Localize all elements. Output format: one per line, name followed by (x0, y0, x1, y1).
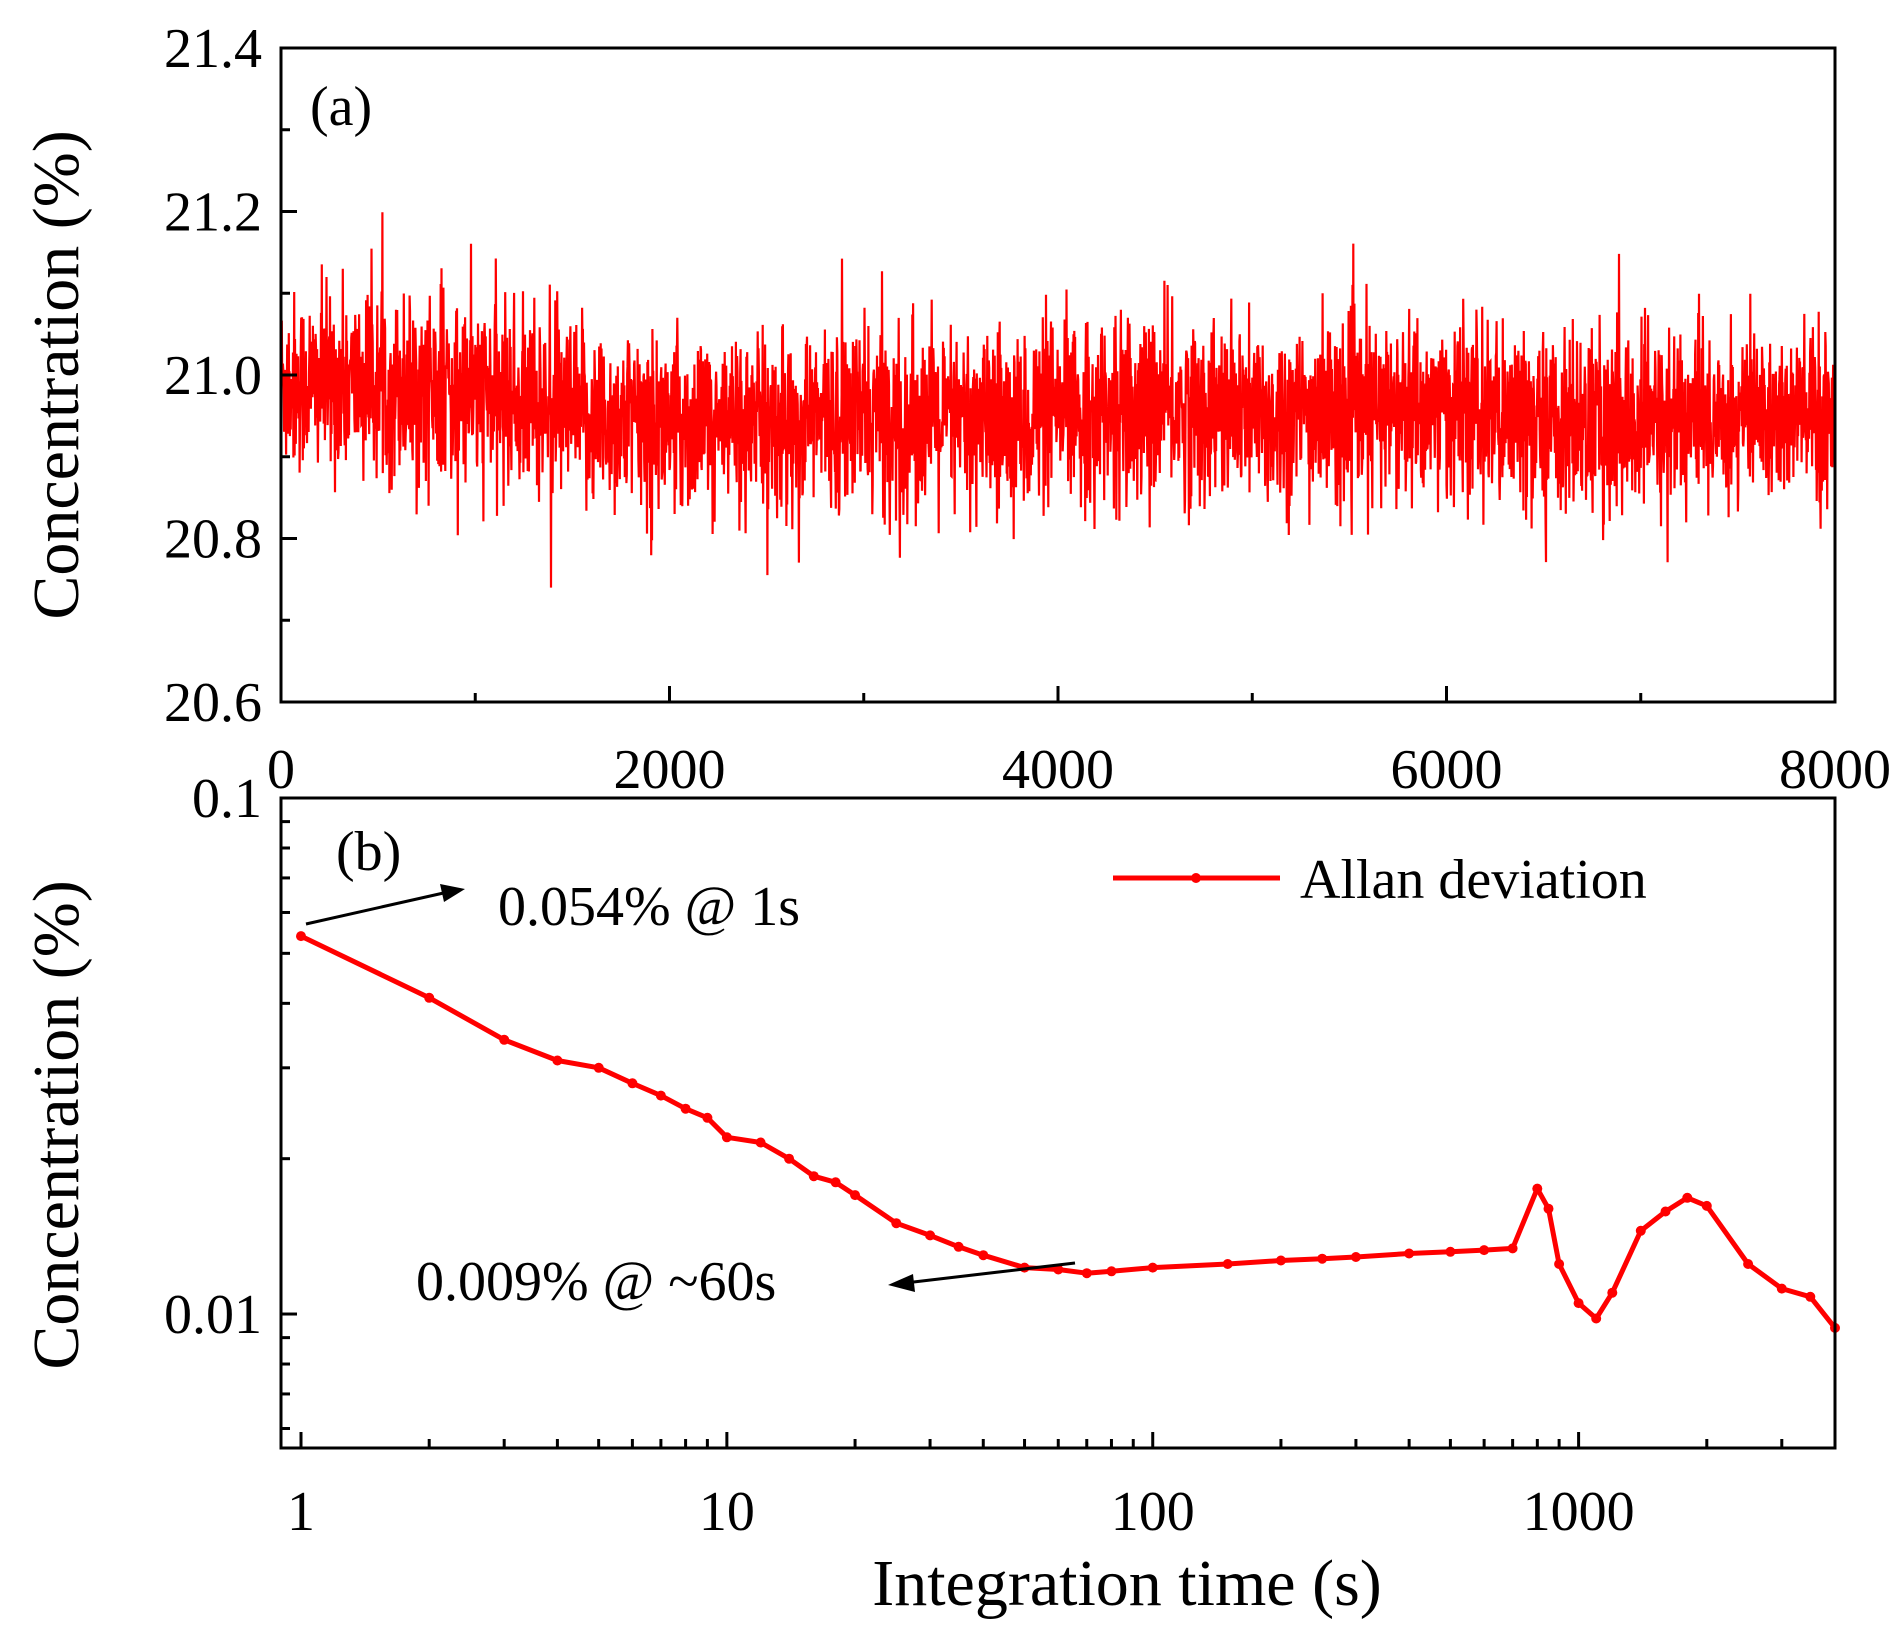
panel-b-y-tick-label: 0.1 (192, 768, 262, 830)
panel-b-allan-deviation-point (850, 1190, 861, 1201)
panel-b-allan-deviation-point (1660, 1206, 1671, 1217)
panel-b-allan-deviation-point (755, 1137, 766, 1148)
panel-b-label: (b) (336, 821, 401, 883)
panel-b-allan-deviation-point (1053, 1264, 1064, 1275)
legend-marker-icon (1191, 873, 1201, 883)
panel-b-allan-deviation-point (655, 1090, 666, 1101)
panel-b-ticks: 1 10 100 1000 0.01 0.1 (164, 768, 1837, 1543)
panel-b-x-tick-label: 10 (699, 1481, 755, 1543)
annotation-60s-text: 0.009% @ ~60s (416, 1251, 776, 1313)
panel-b-x-tick-label: 1000 (1523, 1481, 1635, 1543)
panel-b-allan-deviation-point (593, 1062, 604, 1073)
panel-a-y-axis-title: Concentration (%) (20, 130, 93, 619)
panel-b-allan-deviation-point (1543, 1203, 1554, 1214)
panel-a-concentration-line (279, 212, 1837, 588)
panel-b-allan-deviation-point (1147, 1262, 1158, 1273)
panel-b-allan-deviation-point (721, 1132, 732, 1143)
panel-a-label: (a) (310, 76, 372, 138)
panel-a-x-tick-label: 0 (267, 739, 295, 801)
panel-b-allan-deviation-point (1275, 1255, 1286, 1266)
annotation-1s-text: 0.054% @ 1s (498, 876, 800, 938)
panel-b-allan-deviation-point (808, 1171, 819, 1182)
panel-b-allan-deviation-point (1682, 1192, 1693, 1203)
panel-b-allan-deviation-point (1554, 1259, 1565, 1269)
panel-a-y-tick-label: 20.8 (164, 509, 262, 571)
annotation-60s: 0.009% @ ~60s (416, 1251, 1076, 1313)
panel-a-chart: 0 2000 4000 6000 8000 20.6 20.8 21.0 21.2 21.4 (a… (20, 18, 1891, 801)
panel-b-allan-deviation-point (978, 1250, 989, 1261)
panel-a-x-tick-label: 6000 (1391, 739, 1503, 801)
panel-b-allan-deviation-point (1635, 1225, 1646, 1236)
panel-b-allan-deviation-point (1404, 1248, 1415, 1259)
annotation-60s-arrow-head-icon (888, 1274, 915, 1292)
panel-b-allan-deviation-point (1607, 1287, 1618, 1298)
panel-b-allan-deviation-point (1507, 1243, 1518, 1254)
panel-b-allan-deviation-point (1479, 1245, 1490, 1256)
panel-b-allan-deviation-point (1743, 1259, 1754, 1269)
panel-b-allan-deviation-point (552, 1055, 563, 1066)
panel-b-allan-deviation-point (424, 992, 435, 1003)
panel-b-allan-deviation-point (953, 1241, 964, 1252)
panel-b-allan-deviation-point (1106, 1266, 1117, 1277)
annotation-1s-arrow-head-icon (440, 884, 465, 902)
panel-a-y-tick-label: 20.6 (164, 672, 262, 734)
panel-b-allan-deviation-line (299, 933, 1837, 1330)
panel-b-allan-deviation-point (784, 1153, 795, 1164)
panel-a-y-tick-label: 21.0 (164, 345, 262, 407)
panel-a-x-tick-label: 8000 (1779, 739, 1891, 801)
panel-b-allan-deviation-point (1591, 1313, 1602, 1324)
panel-a-x-tick-label: 2000 (614, 739, 726, 801)
annotation-1s-arrow-line (305, 890, 449, 926)
panel-b-allan-deviation-point (1317, 1253, 1328, 1264)
panel-a-ticks: 0 2000 4000 6000 8000 20.6 20.8 21.0 21.2 21.4 (164, 18, 1891, 801)
panel-b-allan-deviation-point (1573, 1298, 1584, 1309)
panel-b-x-axis-title: Integration time (s) (872, 1547, 1382, 1620)
panel-b-allan-deviation-point (891, 1218, 902, 1229)
panel-b-allan-deviation-point (1350, 1252, 1361, 1262)
panel-b-allan-deviation-point (1222, 1259, 1233, 1269)
panel-b-allan-deviation-point (1532, 1183, 1543, 1194)
panel-b-allan-deviation-point (702, 1112, 713, 1123)
panel-a-x-tick-label: 4000 (1002, 739, 1114, 801)
panel-b-allan-deviation-point (1701, 1200, 1712, 1211)
panel-b-x-tick-label: 100 (1111, 1481, 1195, 1543)
panel-b-allan-deviation-point (830, 1177, 841, 1188)
panel-b-allan-deviation-point (1445, 1246, 1456, 1257)
panel-a-series (279, 212, 1837, 588)
panel-b-allan-deviation-point (296, 931, 306, 942)
annotation-60s-arrow-line (904, 1261, 1076, 1285)
panel-a-y-tick-label: 21.4 (164, 18, 262, 80)
panel-b-y-tick-label: 0.01 (164, 1284, 262, 1346)
panel-b-y-axis-title: Concentration (%) (20, 880, 93, 1369)
panel-a-y-tick-label: 21.2 (164, 182, 262, 244)
panel-b-allan-deviation-point (1805, 1291, 1816, 1302)
annotation-1s: 0.054% @ 1s (305, 876, 800, 938)
panel-b-allan-deviation-point (925, 1230, 936, 1241)
panel-b-allan-deviation-point (627, 1078, 638, 1089)
legend: Allan deviation (1113, 849, 1647, 911)
legend-entry-allan-deviation: Allan deviation (1300, 849, 1647, 911)
panel-b-x-tick-label: 1 (287, 1481, 315, 1543)
panel-b-allan-deviation-point (1776, 1283, 1787, 1294)
panel-b-allan-deviation-point (680, 1103, 691, 1114)
panel-b-allan-deviation-point (499, 1034, 510, 1045)
panel-b-allan-deviation-point (1081, 1268, 1092, 1279)
